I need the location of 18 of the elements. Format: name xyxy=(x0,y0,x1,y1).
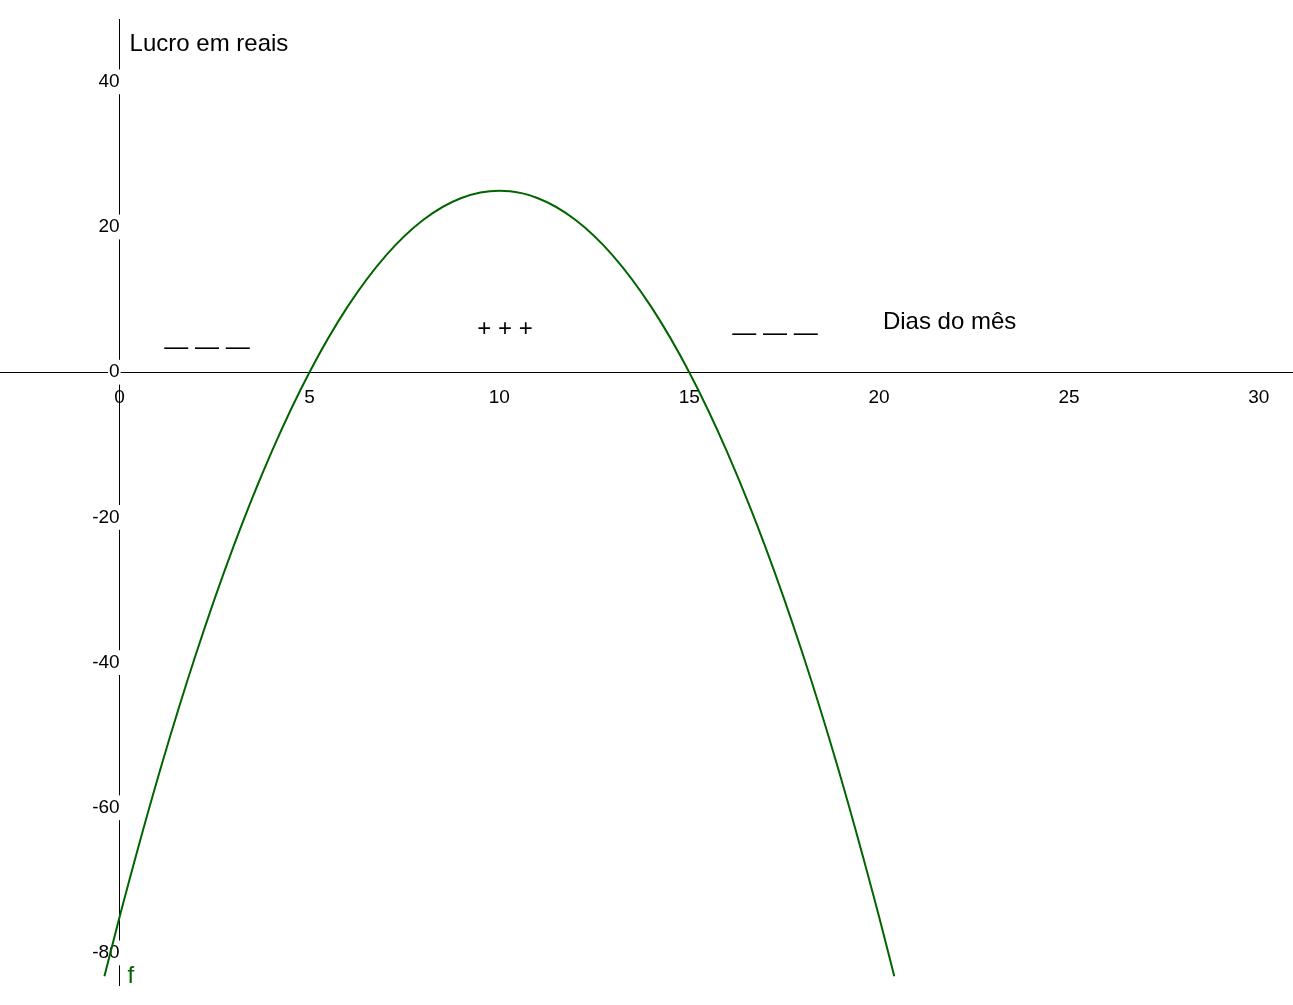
y-tick-label: 40 xyxy=(98,70,120,92)
y-tick-label: -60 xyxy=(92,795,120,817)
series-label: f xyxy=(127,960,135,988)
y-tick-label: -40 xyxy=(92,650,120,672)
x-tick-label: 5 xyxy=(304,385,315,407)
y-tick-label: 0 xyxy=(109,360,120,382)
x-tick-label: 20 xyxy=(868,385,890,407)
y-tick-label: -20 xyxy=(92,505,120,527)
x-tick-label: 15 xyxy=(678,385,700,407)
x-axis-title: Dias do mês xyxy=(882,307,1017,335)
y-axis-title: Lucro em reais xyxy=(129,28,289,56)
y-tick-label: 20 xyxy=(98,215,120,237)
annotation: — — — xyxy=(732,317,818,345)
annotation: — — — xyxy=(164,331,250,359)
annotation: + + + xyxy=(477,313,533,341)
x-tick-label: 10 xyxy=(488,385,510,407)
x-tick-label: 25 xyxy=(1058,385,1080,407)
x-tick-label: 30 xyxy=(1248,385,1270,407)
